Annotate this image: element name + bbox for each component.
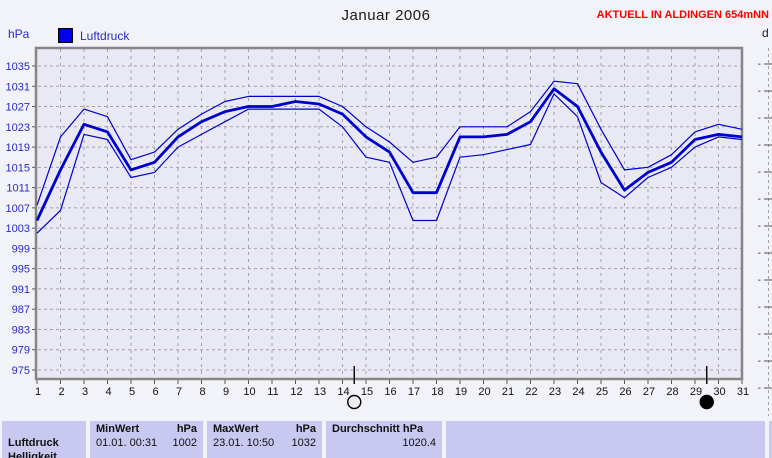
- legend-series-label: Luftdruck: [80, 28, 130, 43]
- y-tick-label: 987: [12, 304, 30, 316]
- next-chart-clipped-label: -: [758, 113, 761, 124]
- y-axis-unit-label: hPa: [8, 27, 30, 41]
- x-tick-label: 3: [82, 386, 88, 398]
- y-tick-label: 1007: [6, 203, 30, 215]
- next-chart-clipped-label: -: [758, 59, 761, 70]
- x-tick-label: 30: [713, 386, 725, 398]
- x-tick-label: 24: [572, 386, 584, 398]
- full-moon-icon: [347, 394, 362, 410]
- x-tick-label: 26: [619, 386, 631, 398]
- x-tick-label: 22: [525, 386, 537, 398]
- min-header: MinWert: [96, 423, 140, 435]
- legend: Luftdruck: [58, 28, 129, 43]
- next-chart-partial-label: d: [762, 26, 769, 40]
- y-tick-label: 983: [12, 324, 30, 336]
- x-tick-label: 25: [596, 386, 608, 398]
- min-unit: hPa: [176, 423, 197, 435]
- next-chart-clipped-label: -: [758, 167, 761, 178]
- max-value: 1032: [291, 437, 316, 449]
- y-tick-label: 1003: [6, 223, 30, 235]
- next-chart-clipped-label: -: [758, 302, 761, 313]
- next-chart-clipped-label: -: [758, 248, 761, 259]
- max-unit: hPa: [295, 423, 316, 435]
- next-chart-clipped-label: -: [758, 329, 761, 340]
- table-row-label: Luftdruck: [8, 437, 59, 449]
- avg-header: Durchschnitt hPa: [332, 423, 424, 435]
- x-tick-label: 17: [408, 386, 420, 398]
- station-status-text: AKTUELL IN ALDINGEN 654mNN: [596, 9, 769, 21]
- x-tick-label: 31: [737, 386, 749, 398]
- plot-frame: [34, 46, 744, 381]
- x-tick-label: 16: [384, 386, 396, 398]
- y-tick-label: 995: [12, 264, 30, 276]
- x-tick-label: 21: [502, 386, 514, 398]
- min-value: 1002: [172, 437, 197, 449]
- y-tick-label: 1011: [6, 183, 30, 195]
- x-tick-label: 20: [478, 386, 490, 398]
- table-cell-durchschnitt: Durchschnitt hPa 1020.4: [326, 421, 442, 458]
- x-tick-label: 29: [690, 386, 702, 398]
- y-tick-label: 1019: [6, 142, 30, 154]
- x-tick-label: 5: [129, 386, 135, 398]
- x-tick-label: 23: [549, 386, 561, 398]
- x-tick-label: 11: [267, 386, 278, 398]
- x-tick-label: 28: [666, 386, 678, 398]
- table-cell-sensor: Luftdruck Helligkeit: [2, 421, 86, 458]
- y-tick-label: 1027: [6, 102, 30, 114]
- x-tick-label: 19: [455, 386, 467, 398]
- next-chart-clipped-label: -: [758, 221, 761, 232]
- x-tick-label: 27: [643, 386, 655, 398]
- y-tick-label: 1035: [6, 61, 30, 73]
- y-tick-label: 979: [12, 345, 30, 357]
- x-tick-label: 14: [337, 386, 349, 398]
- table-cell-empty: [446, 421, 765, 458]
- y-tick-label: 1015: [6, 162, 30, 174]
- x-tick-label: 1: [35, 386, 41, 398]
- next-chart-clipped-label: -: [758, 383, 761, 394]
- x-tick-label: 15: [361, 386, 373, 398]
- x-tick-label: 13: [314, 386, 326, 398]
- x-tick-label: 18: [431, 386, 443, 398]
- x-tick-label: 6: [152, 386, 158, 398]
- table-cell-maxwert: MaxWert hPa 23.01. 10:50 1032: [207, 421, 322, 458]
- table-cell-minwert: MinWert hPa 01.01. 00:31 1002: [90, 421, 203, 458]
- max-header: MaxWert: [213, 423, 259, 435]
- new-moon-icon: [699, 394, 714, 410]
- y-tick-label: 1031: [6, 81, 30, 93]
- min-datetime: 01.01. 00:31: [96, 437, 158, 449]
- x-tick-label: 8: [199, 386, 205, 398]
- series-min-line: [36, 93, 743, 234]
- series-max-line: [36, 80, 743, 206]
- y-tick-label: 991: [12, 284, 30, 296]
- table-cell-next-partial: [769, 421, 772, 458]
- max-datetime: 23.01. 10:50: [213, 437, 275, 449]
- next-chart-clipped-label: -: [758, 356, 761, 367]
- next-chart-clipped-label: -: [758, 86, 761, 97]
- x-tick-label: 12: [290, 386, 302, 398]
- y-tick-label: 975: [12, 365, 30, 377]
- x-tick-label: 7: [176, 386, 182, 398]
- x-tick-label: 9: [223, 386, 229, 398]
- y-tick-label: 1023: [6, 122, 30, 134]
- y-tick-label: 999: [12, 243, 30, 255]
- next-chart-clipped-label: -: [758, 140, 761, 151]
- legend-color-swatch-icon: [58, 28, 73, 43]
- x-tick-label: 10: [243, 386, 255, 398]
- avg-value: 1020.4: [402, 437, 436, 449]
- next-chart-clipped-label: -: [758, 194, 761, 205]
- table-clipped-row-label: Helligkeit: [8, 451, 57, 458]
- series-mean-line: [35, 87, 743, 222]
- x-tick-label: 2: [58, 386, 64, 398]
- x-tick-label: 4: [105, 386, 111, 398]
- next-chart-clipped-label: -: [758, 275, 761, 286]
- chart-title: Januar 2006: [341, 7, 431, 24]
